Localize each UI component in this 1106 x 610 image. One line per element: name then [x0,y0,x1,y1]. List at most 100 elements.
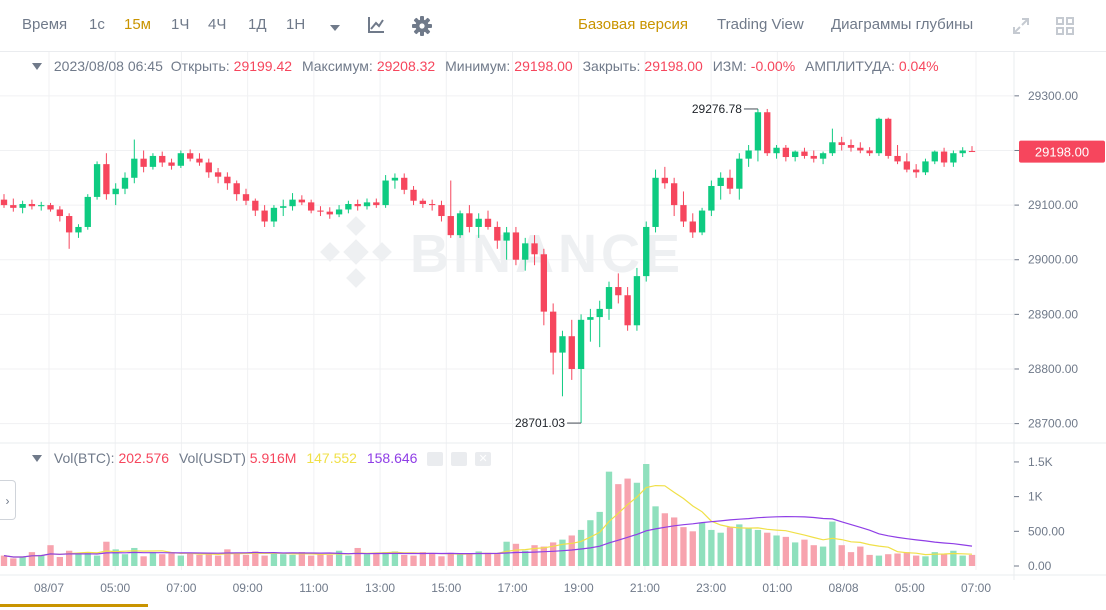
volume-bar [428,553,436,566]
close-label: Закрыть: [582,58,641,74]
chart-toolbar: Время 1с 15м 1Ч 4Ч 1Д 1Н Базовая версия … [0,0,1106,52]
settings-icon[interactable] [451,452,468,467]
candle-body [726,177,734,189]
volume-bar [791,542,799,566]
fullscreen-icon[interactable] [1011,16,1031,41]
candle-body [447,216,454,236]
candle-body [568,336,575,369]
interval-1d[interactable]: 1Д [248,16,267,33]
layout-grid-icon[interactable] [1055,16,1075,41]
candle-body [177,153,185,166]
candle-body [708,185,715,211]
candle-body [186,153,194,159]
min-price-label: 28701.03 [515,416,565,430]
candle-body [317,210,324,212]
volume-bar [773,535,780,566]
candle-body [205,162,212,173]
expand-panel-tab[interactable]: › [0,480,16,520]
volume-bar [708,529,715,566]
chevron-down-icon[interactable] [328,20,342,38]
vol-usdt-value: 5.916M [249,450,297,466]
volume-bar [596,511,603,566]
interval-15m[interactable]: 15м [124,16,151,33]
interval-time[interactable]: Время [22,16,68,33]
volume-bar [903,552,911,566]
volume-tick-label: 500.00 [1028,524,1065,538]
indicator-icon[interactable] [366,15,386,40]
volume-bar [410,555,417,566]
candle-body [214,172,222,177]
volume-bar [19,556,26,566]
volume-bar [968,554,976,566]
binance-watermark: BINANCE [320,216,680,288]
candle-body [242,194,250,201]
volume-bar [745,528,752,566]
volume-bar [782,536,790,566]
volume-bar [168,553,175,566]
eye-icon[interactable] [427,452,444,467]
time-tick-label: 09:00 [233,581,263,595]
volume-bar [0,555,8,566]
collapse-triangle-icon[interactable] [32,455,42,463]
view-depth[interactable]: Диаграммы глубины [831,16,974,33]
interval-4h[interactable]: 4Ч [208,16,227,33]
change-value: -0.00% [750,58,796,74]
volume-bar [875,555,883,566]
candle-body [19,204,26,208]
candle-body [819,153,827,159]
candle-body [466,213,473,227]
candle-body [661,177,669,184]
volume-tick-label: 1.5K [1028,455,1053,469]
candle-body [484,218,492,227]
volume-bar [950,550,957,566]
view-basic[interactable]: Базовая версия [578,16,688,33]
candle-body [950,153,957,163]
volume-tick-label: 1K [1028,490,1043,504]
candle-body [75,226,82,233]
candle-body [391,177,399,181]
candle-body [419,200,427,205]
price-tick-label: 28800.00 [1028,362,1078,376]
amplitude-value: 0.04% [898,58,939,74]
volume-bar [214,555,222,566]
max-price-label: 29276.78 [692,102,742,116]
volume-bar [326,554,333,566]
candle-body [131,158,138,178]
candle-body [38,205,45,207]
amplitude-label: АМПЛИТУДА: [805,58,895,74]
volume-bar [103,541,110,566]
volume-bar [28,552,36,566]
volume-bar [75,554,82,566]
volume-bar [456,554,464,566]
volume-bar [857,546,864,566]
interval-1w[interactable]: 1Н [286,16,306,33]
candle-body [438,205,445,217]
volume-bar [335,550,343,566]
time-tick-label: 23:00 [696,581,726,595]
volume-bar [736,524,743,566]
collapse-triangle-icon[interactable] [32,63,42,71]
candle-body [549,311,557,353]
candle-body [894,155,901,162]
active-tab-underline [0,604,148,607]
candle-body [289,199,296,207]
close-value: 29198.00 [644,58,703,74]
interval-1h[interactable]: 1Ч [171,16,190,33]
candle-body [233,183,240,195]
time-tick-label: 17:00 [497,581,527,595]
interval-1s[interactable]: 1с [89,16,105,33]
candle-body [382,180,389,206]
volume-bar [93,555,101,566]
candle-body [307,202,315,211]
view-tradingview[interactable]: Trading View [717,16,804,33]
volume-bar [615,484,622,566]
candle-body [773,147,780,154]
volume-bar [401,554,408,566]
candle-body [298,199,306,203]
close-icon[interactable]: ✕ [475,452,492,467]
volume-bar [922,556,929,566]
candle-body [736,158,743,189]
volume-bar [373,553,380,566]
settings-gear-icon[interactable] [411,15,433,42]
